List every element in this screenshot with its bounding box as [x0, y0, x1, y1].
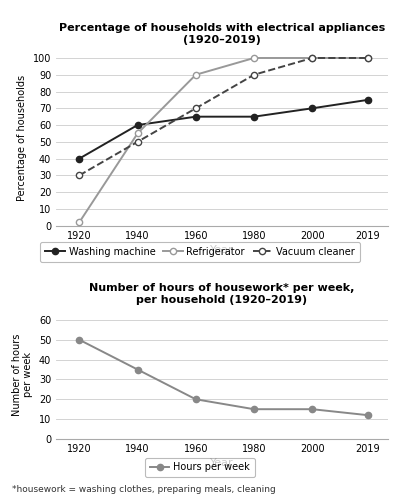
Legend: Hours per week: Hours per week: [145, 458, 255, 477]
X-axis label: Year: Year: [210, 458, 234, 468]
Text: *housework = washing clothes, preparing meals, cleaning: *housework = washing clothes, preparing …: [12, 485, 276, 494]
X-axis label: Year: Year: [210, 245, 234, 255]
Y-axis label: Percentage of households: Percentage of households: [17, 74, 27, 201]
Title: Percentage of households with electrical appliances
(1920–2019): Percentage of households with electrical…: [59, 23, 385, 45]
Title: Number of hours of housework* per week,
per household (1920–2019): Number of hours of housework* per week, …: [89, 283, 355, 305]
Y-axis label: Number of hours
per week: Number of hours per week: [12, 333, 33, 416]
Legend: Washing machine, Refrigerator, Vacuum cleaner: Washing machine, Refrigerator, Vacuum cl…: [40, 242, 360, 261]
